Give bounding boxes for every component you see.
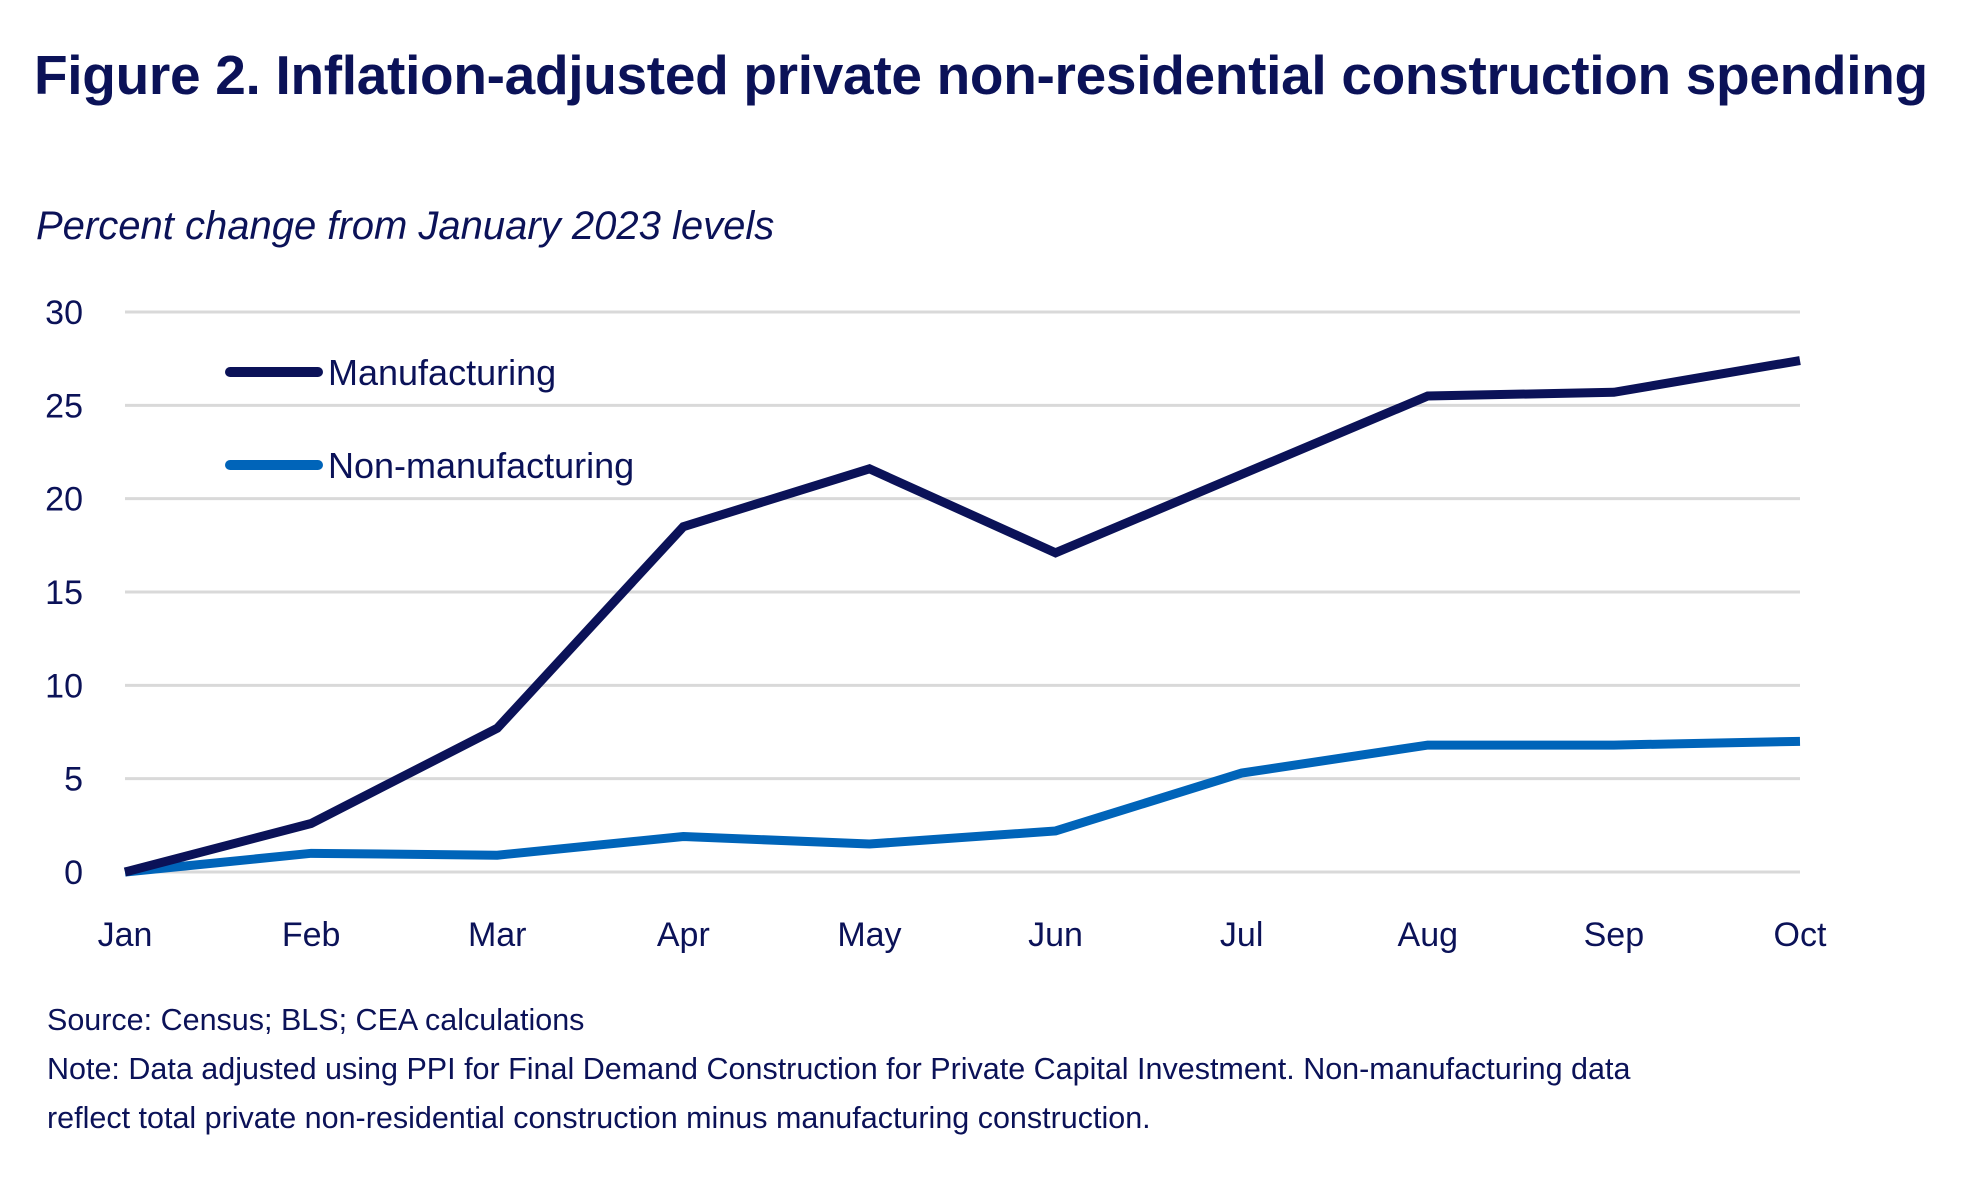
y-tick-label: 0	[64, 854, 83, 892]
y-tick-label: 20	[45, 481, 83, 519]
x-tick-label: Jun	[1028, 916, 1083, 954]
y-tick-label: 10	[45, 667, 83, 705]
y-tick-label: 15	[45, 574, 83, 612]
series-line-manufacturing	[123, 356, 1801, 877]
x-axis-ticks: Jan Feb Mar Apr May Jun Jul Aug Sep Oct	[98, 916, 1827, 954]
x-tick-label: May	[837, 916, 901, 954]
gridlines	[125, 310, 1800, 874]
x-tick-label: Oct	[1774, 916, 1827, 954]
x-tick-label: Aug	[1398, 916, 1459, 954]
y-tick-label: 30	[45, 294, 83, 332]
note-line-1: Note: Data adjusted using PPI for Final …	[47, 1052, 1631, 1086]
chart-title: Figure 2. Inflation-adjusted private non…	[34, 44, 1928, 106]
x-tick-label: Mar	[468, 916, 527, 954]
source-note: Source: Census; BLS; CEA calculations	[47, 1003, 585, 1037]
x-tick-label: Sep	[1584, 916, 1645, 954]
x-tick-label: Jan	[98, 916, 153, 954]
y-tick-label: 25	[45, 387, 83, 425]
y-axis-ticks: 0 5 10 15 20 25 30	[45, 294, 83, 892]
x-tick-label: Apr	[657, 916, 710, 954]
chart-subtitle: Percent change from January 2023 levels	[36, 204, 775, 248]
series-line-non-manufacturing	[124, 736, 1801, 877]
y-tick-label: 5	[64, 761, 83, 799]
x-tick-label: Feb	[282, 916, 341, 954]
x-tick-label: Jul	[1220, 916, 1263, 954]
chart-footer: Source: Census; BLS; CEA calculations No…	[47, 996, 1967, 1143]
legend: Manufacturing Non-manufacturing	[225, 352, 634, 486]
series-lines	[123, 356, 1801, 877]
legend-label: Non-manufacturing	[328, 445, 634, 486]
legend-label: Manufacturing	[328, 352, 556, 393]
note-line-2: reflect total private non-residential co…	[47, 1101, 1151, 1135]
